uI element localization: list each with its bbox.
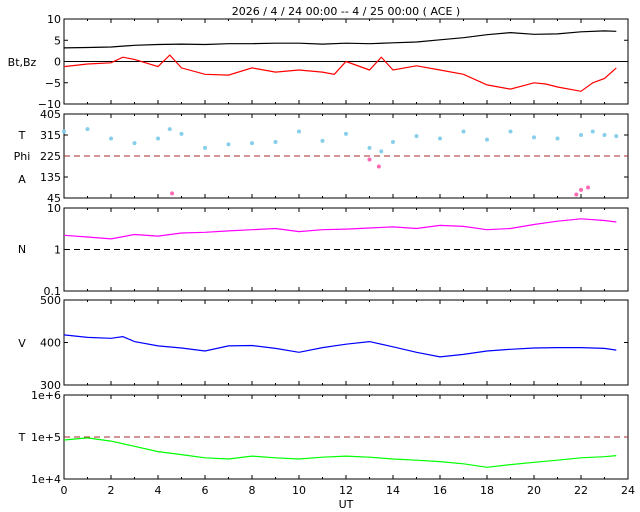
data-point-phi (391, 140, 395, 144)
series-line-t (63, 437, 617, 468)
data-point-phi (85, 127, 90, 132)
panels: 10 5 0 −5 −10 Bt,Bz 405 315 225 135 45 T Phi A 10 1 0.1 N… (8, 13, 635, 497)
data-point-phi (590, 129, 595, 134)
data-point-phi-outliers (579, 187, 583, 192)
data-point-phi-outliers (367, 157, 372, 162)
y-tick-label: 1e+5 (31, 431, 61, 444)
y-tick-label: 10 (47, 202, 61, 215)
data-point-phi (226, 142, 231, 147)
data-point-phi (62, 129, 66, 134)
y-tick-label: 5 (54, 34, 61, 47)
data-point-phi (379, 149, 384, 154)
data-point-phi (508, 129, 513, 134)
y-tick-label: −5 (45, 77, 61, 90)
x-tick-label: 12 (339, 484, 353, 497)
y-tick-label: 1 (54, 244, 61, 257)
y-tick-label: 300 (40, 379, 61, 392)
x-tick-label: 20 (527, 484, 541, 497)
x-tick-label: 18 (480, 484, 494, 497)
y-tick-label: 315 (40, 129, 61, 142)
data-point-phi (320, 138, 325, 143)
y-tick-label: −10 (38, 98, 61, 111)
data-point-phi (602, 133, 607, 137)
data-point-phi (485, 137, 489, 142)
data-point-phi (555, 136, 560, 141)
data-point-phi (367, 145, 372, 150)
series-line-n (63, 218, 617, 240)
data-point-phi-outliers (170, 191, 175, 196)
y-axis-label: Phi (14, 150, 31, 163)
data-point-phi-outliers (574, 192, 579, 197)
data-point-phi (250, 141, 254, 146)
x-tick-label: 16 (433, 484, 447, 497)
data-point-phi (461, 129, 466, 134)
data-point-phi (297, 129, 301, 134)
x-tick-label: 22 (574, 484, 588, 497)
data-point-phi (132, 141, 137, 146)
data-point-phi (579, 133, 583, 137)
series-line-bz (63, 54, 617, 92)
data-point-phi (414, 134, 419, 139)
data-point-phi-outliers (376, 164, 381, 169)
data-point-phi (344, 131, 348, 136)
series-line-v (63, 334, 617, 358)
y-tick-label: 500 (40, 294, 61, 307)
y-axis-label: T (18, 129, 26, 142)
y-tick-label: 135 (40, 171, 61, 184)
x-tick-label: 8 (249, 484, 256, 497)
y-axis-label: A (18, 173, 26, 186)
series-line-bt (63, 30, 617, 49)
data-point-phi (109, 136, 113, 141)
x-tick-label: 14 (386, 484, 400, 497)
y-tick-label: 0 (54, 56, 61, 69)
x-axis-label: UT (339, 498, 354, 511)
x-tick-label: 0 (61, 484, 68, 497)
panel-frame (63, 299, 629, 386)
data-point-phi (203, 145, 207, 150)
y-axis-label: Bt,Bz (8, 56, 37, 69)
chart-title: 2026 / 4 / 24 00:00 -- 4 / 25 00:00 ( AC… (232, 5, 460, 18)
y-axis-label: V (18, 337, 26, 350)
data-point-phi (167, 127, 172, 132)
x-tick-label: 6 (202, 484, 209, 497)
y-tick-label: 0.1 (44, 285, 62, 298)
x-tick-label: 10 (292, 484, 306, 497)
y-tick-label: 45 (47, 192, 61, 205)
data-point-phi (532, 135, 536, 140)
y-tick-label: 1e+4 (31, 473, 61, 486)
y-tick-label: 1e+6 (31, 389, 61, 402)
data-point-phi (273, 140, 278, 144)
x-tick-label: 24 (621, 484, 635, 497)
y-tick-label: 405 (40, 108, 61, 121)
data-point-phi (179, 131, 184, 136)
x-tick-label: 4 (155, 484, 162, 497)
data-point-phi (438, 136, 442, 141)
y-tick-label: 10 (47, 13, 61, 26)
x-tick-label: 2 (108, 484, 115, 497)
y-axis-label: T (18, 431, 26, 444)
y-tick-label: 400 (40, 337, 61, 350)
y-axis-label: N (18, 243, 26, 256)
data-point-phi-outliers (586, 185, 591, 190)
y-tick-label: 225 (40, 150, 61, 163)
data-point-phi (614, 134, 619, 139)
data-point-phi (156, 136, 160, 141)
